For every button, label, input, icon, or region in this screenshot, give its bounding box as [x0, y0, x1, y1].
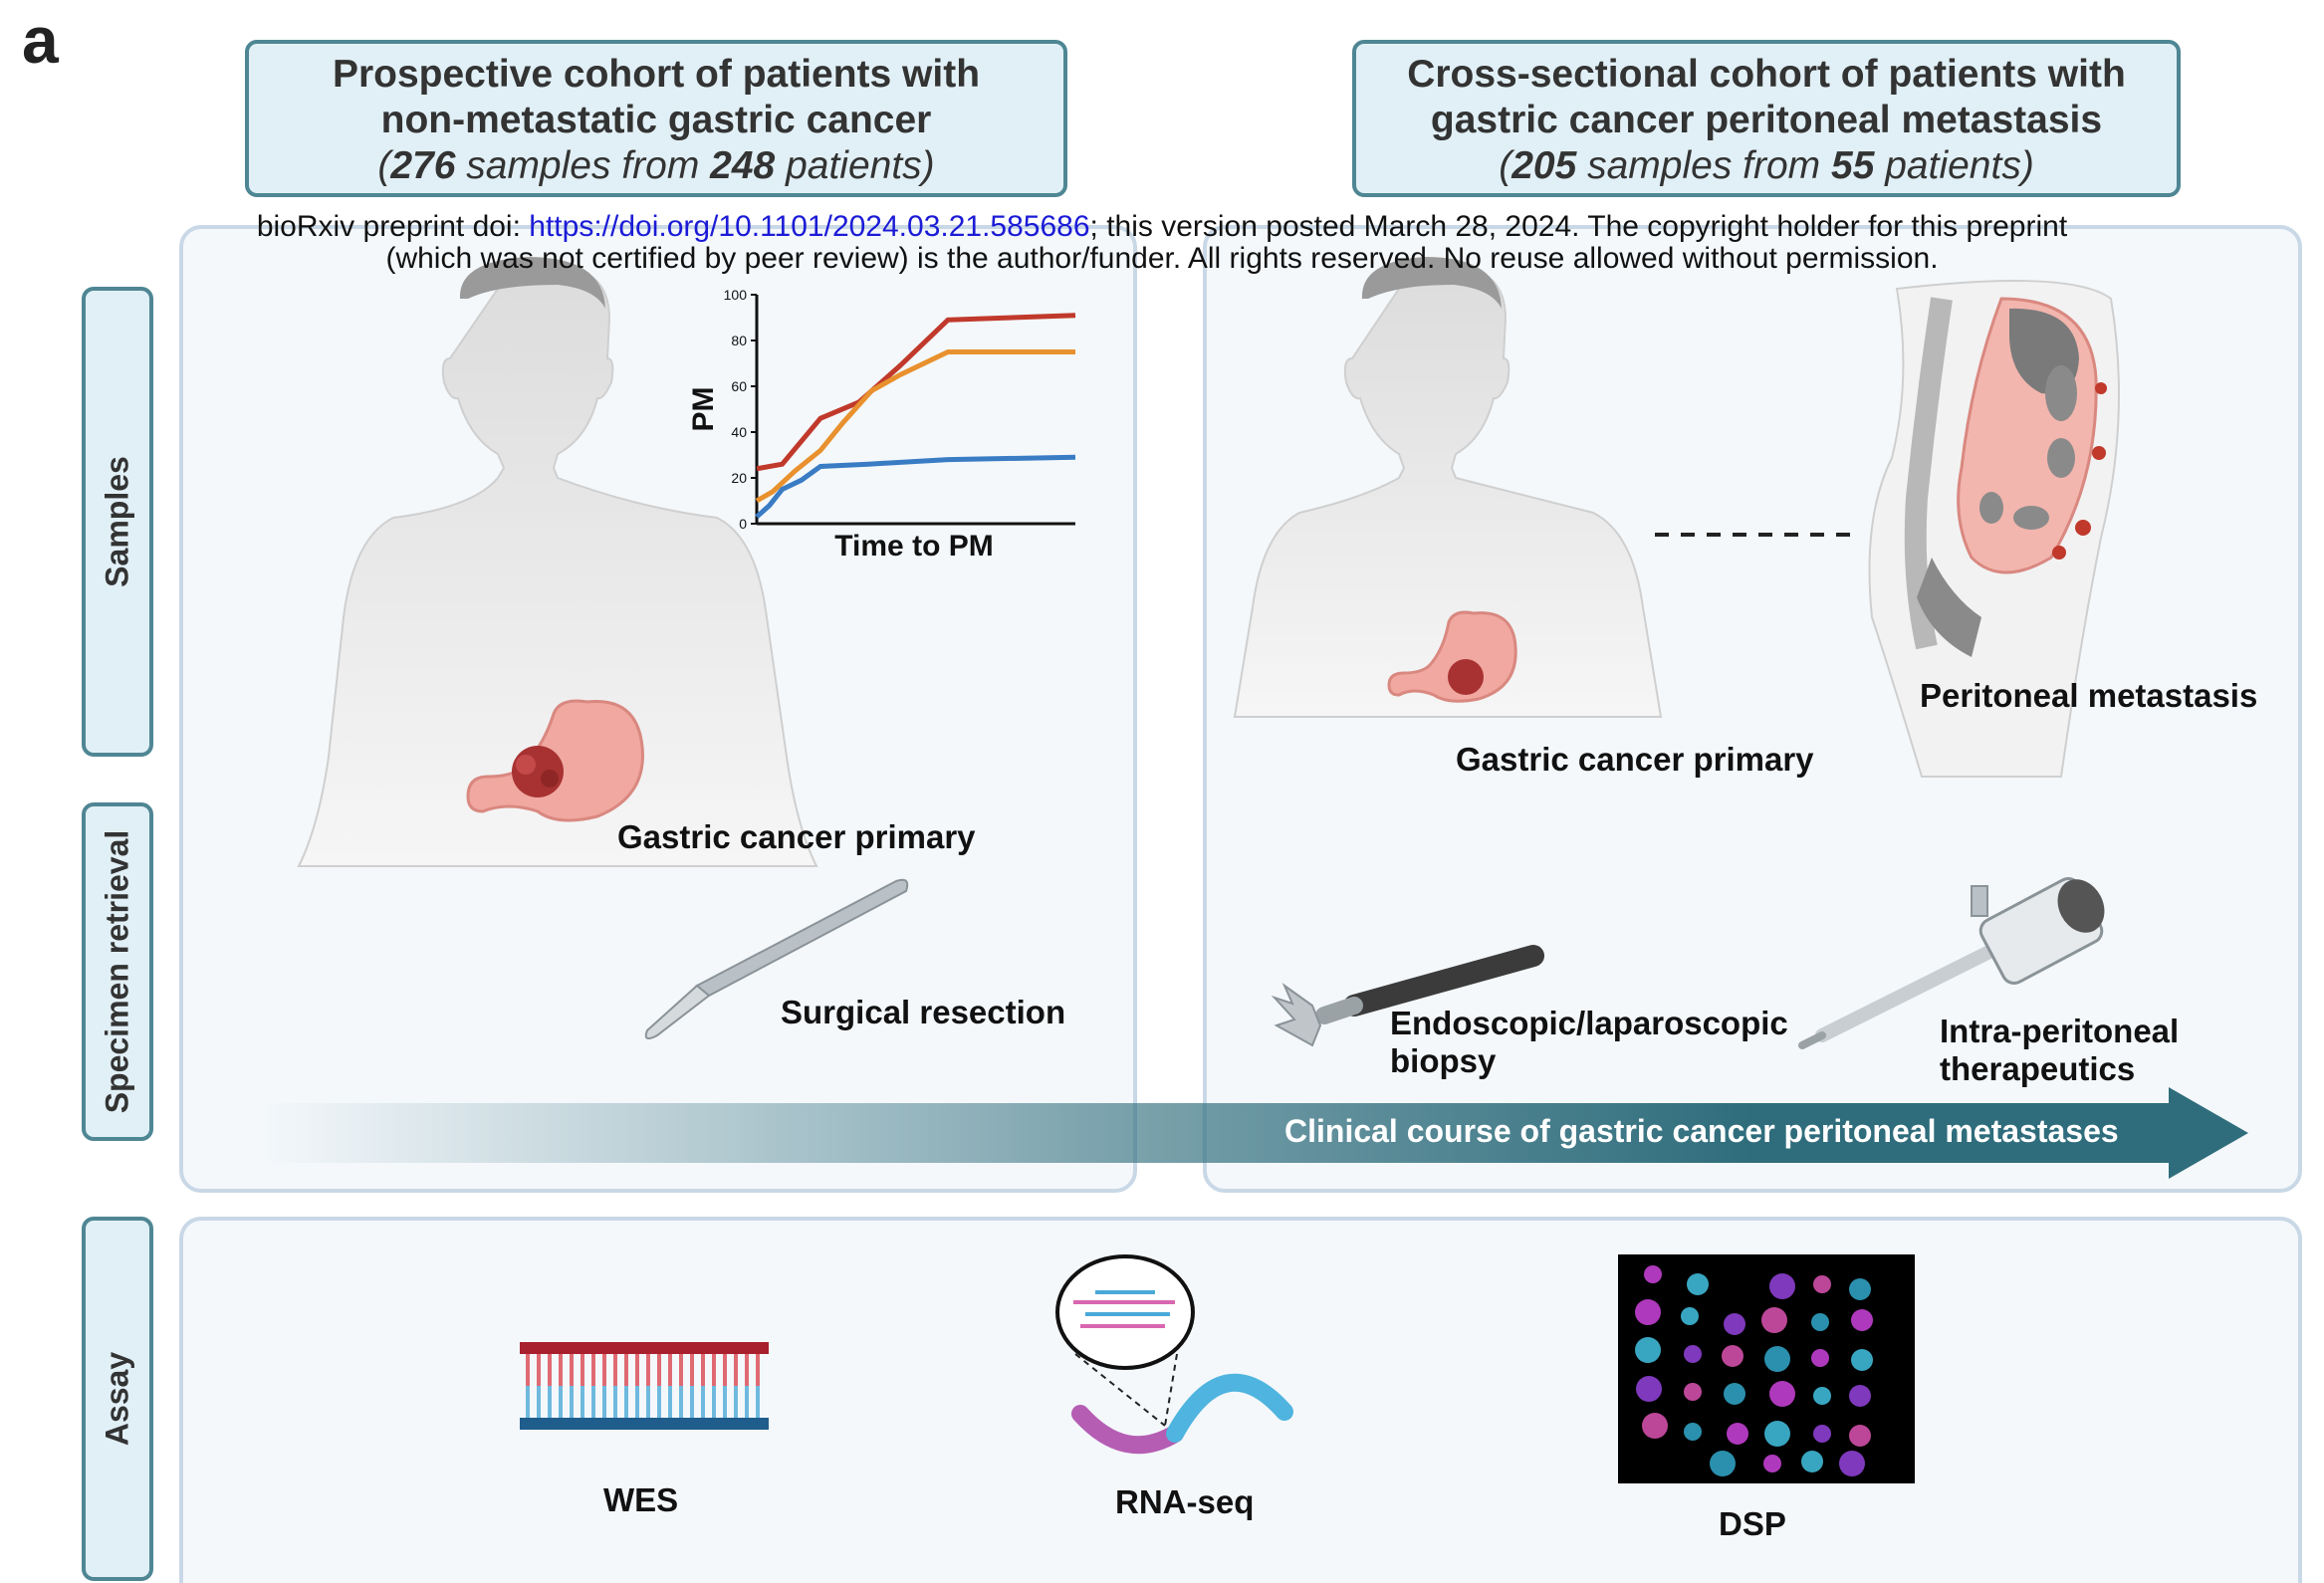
chart-x-axis-label: Time to PM	[834, 530, 994, 563]
chart-y-tick-label: 40	[731, 424, 747, 440]
assay-tab: Assay	[82, 1217, 153, 1581]
dsp-tissue-core	[1635, 1299, 1661, 1325]
chart-y-tick-label: 20	[731, 470, 747, 486]
dsp-tissue-core	[1769, 1273, 1795, 1299]
dsp-tissue-core	[1849, 1425, 1871, 1447]
dsp-tissue-core	[1764, 1346, 1790, 1372]
pm-line-chart: 0 20 40 60 80 100 PM	[687, 287, 1076, 532]
left-stomach-illustration	[466, 699, 644, 822]
chart-y-tick-label: 100	[724, 287, 748, 303]
chart-y-tick-label: 80	[731, 333, 747, 348]
right-stomach-illustration	[1387, 610, 1517, 703]
cohort-right-box: Cross-sectional cohort of patients with …	[1352, 40, 2181, 197]
dsp-tissue-core	[1813, 1387, 1831, 1405]
dsp-tissue-core	[1813, 1275, 1831, 1293]
preprint-notice-line2: (which was not certified by peer review)…	[385, 242, 1939, 275]
dsp-tissue-core	[1849, 1385, 1871, 1407]
dsp-tissue-core	[1636, 1376, 1662, 1402]
chart-y-tick-label: 0	[739, 516, 747, 532]
label-clinical-course: Clinical course of gastric cancer perito…	[1284, 1113, 2119, 1149]
doi-link[interactable]: https://doi.org/10.1101/2024.03.21.58568…	[529, 210, 1090, 243]
specimen-tab: Specimen retrieval	[82, 802, 153, 1141]
dsp-tissue-core	[1811, 1349, 1829, 1367]
dsp-tissue-core	[1687, 1273, 1709, 1295]
dsp-tissue-core	[1684, 1383, 1702, 1401]
dsp-tissue-core	[1849, 1278, 1871, 1300]
chart-series-line-3	[755, 454, 1076, 519]
dsp-tissue-core	[1801, 1451, 1823, 1472]
preprint-notice-line1: bioRxiv preprint doi: https://doi.org/10…	[256, 210, 2068, 243]
dsp-tissue-core	[1724, 1383, 1745, 1405]
dsp-tissue-core	[1724, 1313, 1745, 1335]
dsp-tissue-core	[1813, 1425, 1831, 1443]
label-wes: WES	[603, 1481, 679, 1518]
wes-icon	[520, 1342, 769, 1430]
clinical-course-arrow	[261, 1087, 2248, 1179]
dsp-tissue-core	[1727, 1423, 1748, 1445]
dsp-tissue-core	[1764, 1421, 1790, 1447]
assay-panel	[179, 1217, 2302, 1583]
cohort-left-box: Prospective cohort of patients with non-…	[245, 40, 1067, 197]
dsp-tissue-core	[1681, 1307, 1699, 1325]
label-peritoneal-metastasis: Peritoneal metastasis	[1920, 677, 2258, 714]
chart-series-line-2	[755, 349, 1075, 504]
label-dsp: DSP	[1719, 1505, 1786, 1542]
cohort-left-counts: (276 samples from 248 patients)	[377, 144, 935, 187]
dsp-tissue-core	[1710, 1451, 1736, 1476]
dsp-tissue-core	[1851, 1349, 1873, 1371]
dsp-tissue-core	[1642, 1413, 1668, 1439]
dsp-tissue-core	[1761, 1307, 1787, 1333]
left-body-silhouette	[297, 257, 818, 867]
dsp-image	[1618, 1254, 1915, 1483]
label-biopsy: Endoscopic/laparoscopic biopsy	[1390, 1005, 1788, 1079]
dsp-tissue-core	[1684, 1345, 1702, 1363]
label-gastric-primary-left: Gastric cancer primary	[617, 818, 976, 855]
endoscope-illustration	[1271, 945, 1544, 1047]
trocar-illustration	[1798, 877, 2105, 1049]
dsp-tissue-core	[1811, 1313, 1829, 1331]
rnaseq-icon	[1055, 1254, 1293, 1455]
label-gastric-primary-right: Gastric cancer primary	[1456, 741, 1814, 778]
cohort-right-title-1: Cross-sectional cohort of patients with	[1407, 53, 2126, 96]
dsp-tissue-core	[1763, 1455, 1781, 1472]
panel-letter: a	[22, 3, 59, 77]
cohort-right-counts: (205 samples from 55 patients)	[1499, 144, 2034, 187]
label-rnaseq: RNA-seq	[1115, 1483, 1255, 1520]
dsp-tissue-core	[1722, 1345, 1743, 1367]
cohort-left-title-1: Prospective cohort of patients with	[332, 53, 981, 96]
samples-tab: Samples	[82, 287, 153, 757]
dsp-tissue-core	[1851, 1309, 1873, 1331]
label-ip-therapeutics: Intra-peritoneal therapeutics	[1940, 1013, 2180, 1087]
chart-y-axis-label: PM	[687, 387, 720, 432]
peritoneal-section-illustration	[1868, 280, 2120, 778]
dsp-tissue-core	[1684, 1423, 1702, 1441]
scalpel-illustration	[644, 878, 909, 1040]
chart-y-tick-label: 60	[731, 378, 747, 394]
label-surgical-resection: Surgical resection	[781, 994, 1066, 1030]
preprint-notice: bioRxiv preprint doi: https://doi.org/10…	[0, 211, 2324, 275]
dsp-tissue-core	[1635, 1337, 1661, 1363]
dsp-tissue-core	[1644, 1265, 1662, 1283]
chart-series-line-1	[756, 313, 1076, 472]
right-body-silhouette	[1233, 257, 1663, 718]
dsp-tissue-core	[1839, 1451, 1865, 1476]
cohort-left-title-2: non-metastatic gastric cancer	[380, 99, 932, 141]
cohort-right-title-2: gastric cancer peritoneal metastasis	[1430, 99, 2103, 141]
dsp-tissue-core	[1769, 1381, 1795, 1407]
